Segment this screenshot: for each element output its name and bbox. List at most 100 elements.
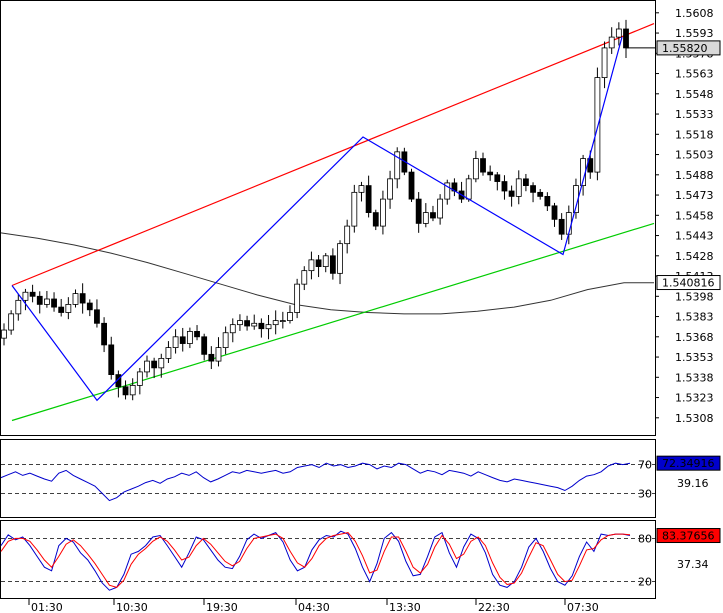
candle: [29, 284, 36, 303]
price-tick-label: 1.5533: [675, 108, 714, 121]
oscillator-line: [0, 532, 631, 588]
candle-body: [487, 171, 494, 176]
price-tick-label: 1.5308: [675, 412, 714, 425]
candle-body: [172, 336, 179, 348]
oscillator-value-marker: 72.34916: [656, 455, 721, 471]
price-tick-label: 1.5443: [675, 230, 714, 243]
candle: [251, 314, 258, 330]
candle: [272, 310, 279, 335]
candle-body: [72, 293, 79, 305]
candle: [158, 353, 165, 378]
candle: [515, 170, 522, 205]
oscillator-value-label: 83.37656: [662, 530, 715, 543]
candle: [444, 179, 451, 205]
price-value-marker-label: 1.55820: [662, 42, 708, 55]
level-label: 70: [638, 459, 652, 472]
candle-body: [601, 47, 608, 79]
candle: [172, 329, 179, 354]
price-tick-label: 1.5608: [675, 7, 714, 20]
candle-body: [65, 303, 72, 313]
candle: [408, 168, 415, 202]
candle: [494, 172, 501, 191]
ma-value-marker: 1.540816: [656, 275, 721, 291]
candle: [86, 299, 93, 317]
level-label: 20: [638, 576, 652, 589]
level-label: 30: [638, 487, 652, 500]
candle-body: [244, 320, 250, 327]
price-tick-label: 1.5383: [675, 311, 714, 324]
candle: [136, 367, 143, 395]
candle-body: [115, 374, 122, 388]
candle-body: [337, 243, 343, 274]
candle: [329, 248, 336, 280]
candle: [201, 333, 208, 361]
price-tick-label: 1.5398: [675, 290, 714, 303]
candle: [430, 205, 436, 222]
stochastic-pane-frame: [0, 520, 656, 599]
candle-body: [29, 291, 36, 297]
candle: [208, 346, 215, 370]
candle: [301, 266, 308, 291]
candle-body: [136, 371, 143, 386]
candle-body: [387, 178, 393, 200]
candle: [222, 326, 229, 355]
price-value-marker: 1.55820: [656, 40, 721, 56]
candle: [58, 298, 65, 317]
candle: [244, 315, 250, 331]
price-axis: 1.56081.55931.55781.55631.55481.55331.55…: [655, 7, 721, 425]
candle: [43, 290, 50, 308]
candle-body: [51, 298, 57, 308]
candle-body: [530, 185, 536, 193]
candle: [237, 314, 243, 331]
candle: [308, 251, 315, 280]
candle: [415, 192, 422, 233]
candle-body: [294, 283, 301, 313]
candle: [615, 22, 622, 46]
price-pane: 1.56081.55931.55781.55631.55481.55331.55…: [0, 0, 721, 436]
candle: [558, 213, 565, 240]
candle: [608, 27, 615, 54]
price-tick-label: 1.5503: [675, 149, 714, 162]
candle-body: [551, 205, 558, 220]
candle: [294, 278, 301, 319]
candle: [258, 318, 265, 338]
price-tick-label: 1.5548: [675, 88, 714, 101]
rsi-plot: [0, 462, 655, 502]
oscillator-line: [0, 462, 631, 502]
candle: [508, 185, 515, 207]
candle-body: [101, 322, 107, 346]
candle-body: [1, 329, 7, 339]
candle-body: [8, 313, 15, 331]
candle: [351, 184, 358, 233]
candle-body: [472, 158, 479, 180]
oscillator-value-label: 72.34916: [662, 457, 715, 470]
candle-body: [480, 158, 486, 173]
candle-body: [208, 353, 215, 362]
candle-body: [201, 336, 208, 355]
candle-body: [408, 171, 415, 200]
candle: [394, 147, 401, 189]
scale-label: 39.16: [677, 477, 709, 490]
channel-lower-line: [11, 222, 655, 422]
candle-body: [158, 357, 165, 369]
candle: [472, 150, 479, 183]
candle: [179, 327, 186, 352]
candle-body: [279, 320, 286, 323]
candle-body: [608, 36, 615, 49]
candle: [487, 165, 494, 181]
candle: [265, 314, 272, 340]
candle: [380, 190, 386, 235]
candle-body: [465, 178, 472, 200]
candle: [372, 209, 379, 231]
candle: [144, 355, 150, 378]
candle-body: [36, 295, 43, 305]
candle: [337, 240, 343, 285]
price-tick-label: 1.5473: [675, 189, 714, 202]
candle: [287, 305, 293, 324]
rsi-pane-frame: [0, 439, 656, 518]
stochastic-axis: 80 20 37.34 83.37656: [638, 528, 721, 589]
candle-body: [86, 302, 93, 311]
candle: [544, 192, 551, 212]
candle-body: [315, 259, 322, 268]
candle-body: [594, 77, 601, 173]
